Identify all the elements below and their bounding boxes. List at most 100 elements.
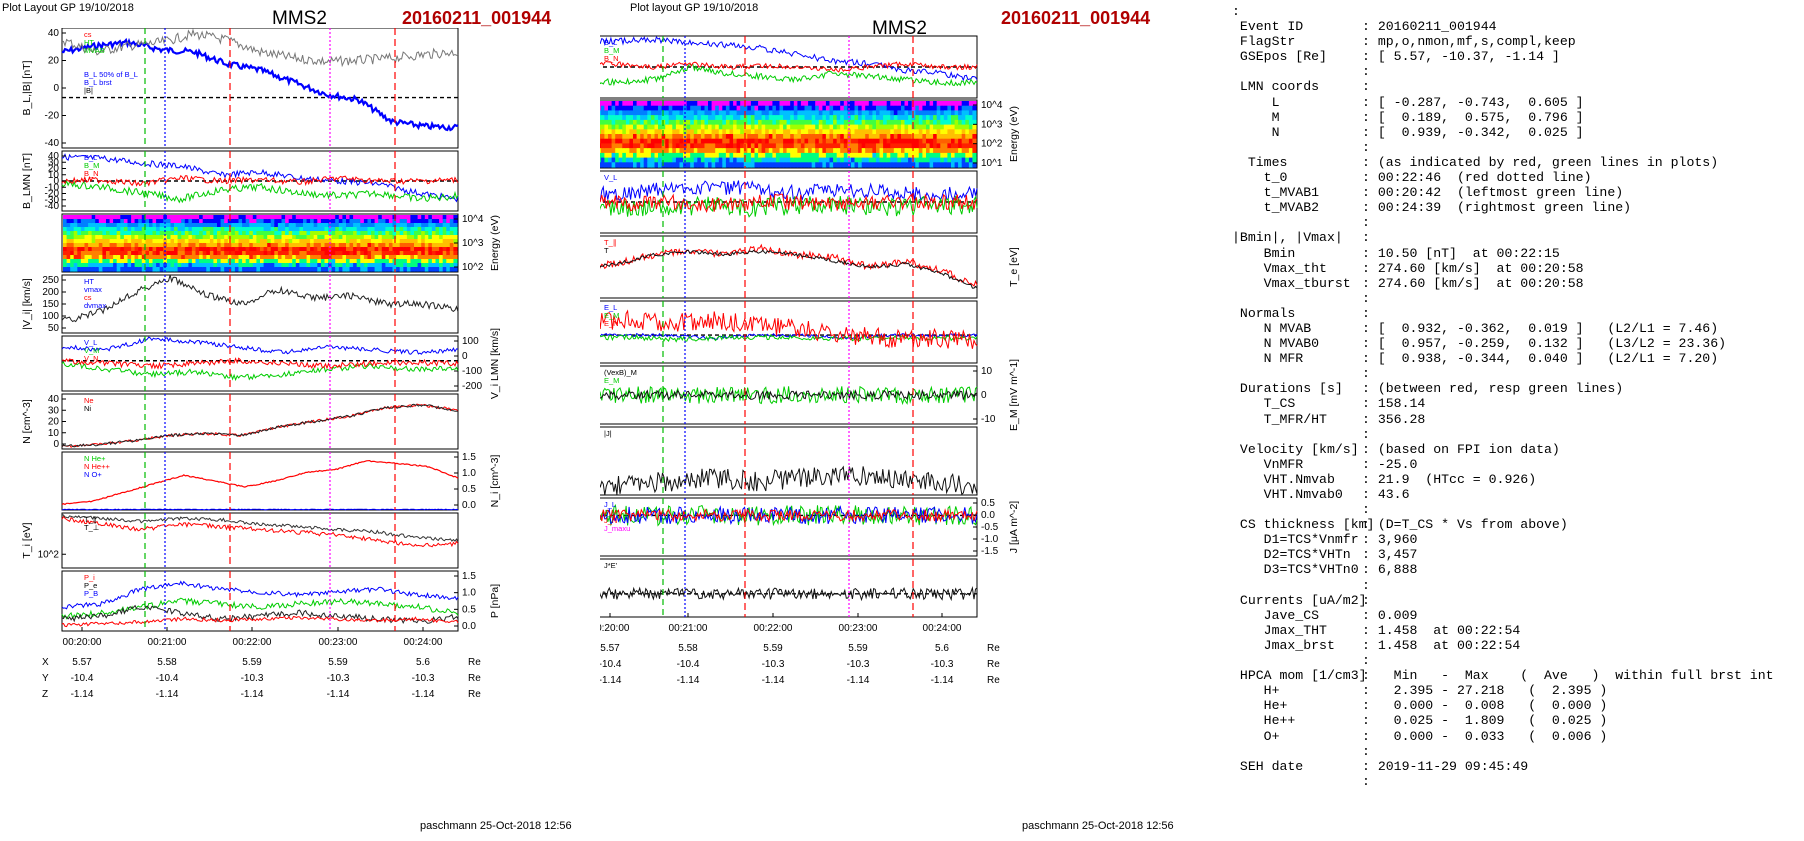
position-unit: Re <box>468 689 481 700</box>
spectrogram-cell <box>758 101 763 107</box>
info-row: Currents [uA/m2]: <box>1232 593 1774 608</box>
spectrogram-cell <box>854 134 859 140</box>
spectrogram-cell <box>63 223 68 228</box>
spectrogram-cell <box>120 235 125 240</box>
spectrogram-cell <box>836 162 841 168</box>
spectrogram-cell <box>156 239 161 244</box>
spectrogram-cell <box>424 231 429 236</box>
spectrogram-cell <box>134 247 139 252</box>
spectrogram-cell <box>915 129 920 135</box>
spectrogram-cell <box>324 239 329 244</box>
spectrogram-cell <box>270 223 275 228</box>
spectrogram-cell <box>328 231 333 236</box>
spectrogram-cell <box>793 124 798 130</box>
spectrogram-cell <box>156 219 161 224</box>
spectrogram-cell <box>618 162 623 168</box>
spectrogram-cell <box>163 239 168 244</box>
spectrogram-cell <box>396 223 401 228</box>
info-key: N MFR <box>1232 351 1304 367</box>
spectrogram-cell <box>901 105 906 111</box>
left-footer: paschmann 25-Oct-2018 12:56 <box>420 820 572 832</box>
spectrogram-cell <box>88 235 93 240</box>
spectrogram-cell <box>650 138 656 144</box>
spectrogram-cell <box>435 267 440 272</box>
info-row: N MFR: [ 0.938, -0.344, 0.040 ] (L2/L1 =… <box>1232 351 1774 366</box>
position-value: -1.14 <box>71 689 94 700</box>
spectrogram-cell <box>836 138 841 144</box>
spectrogram-cell <box>295 231 300 236</box>
spectrogram-cell <box>747 152 752 159</box>
spectrogram-cell <box>410 231 415 236</box>
spectrogram-cell <box>127 219 132 224</box>
spectrogram-cell <box>865 105 870 111</box>
spectrogram-cell <box>156 223 161 228</box>
spectrogram-cell <box>693 129 698 135</box>
spectrogram-cell <box>811 129 816 135</box>
info-value: : <box>1362 305 1370 321</box>
spectrogram-cell <box>847 152 852 159</box>
spectrogram-cell <box>414 255 419 260</box>
legend-entry: HT <box>84 38 94 47</box>
spectrogram-cell <box>800 119 806 126</box>
panel-je: 210-1J*E' [nW m^-3]J*E' <box>600 558 978 618</box>
spectrogram-cell <box>618 134 623 140</box>
spectrogram-cell <box>604 110 609 116</box>
info-row: : <box>1232 502 1774 517</box>
spectrogram-cell <box>342 247 347 252</box>
spectrogram-cell <box>399 267 404 272</box>
spectrogram-cell <box>206 243 211 248</box>
spectrogram-cell <box>797 129 802 135</box>
spectrogram-cell <box>965 138 970 144</box>
spectrogram-cell <box>729 134 734 140</box>
spectrogram-cell <box>410 227 415 232</box>
spectrogram-cell <box>876 138 881 144</box>
spectrogram-cell <box>643 115 648 121</box>
spectrogram-cell <box>138 235 143 240</box>
spectrogram-cell <box>725 124 731 130</box>
spectrogram-cell <box>181 215 186 220</box>
position-value: 5.6 <box>935 643 949 654</box>
spectrogram-cell <box>267 227 272 232</box>
spectrogram-cell <box>109 219 114 224</box>
spectrogram-cell <box>224 219 229 224</box>
spectrogram-cell <box>281 219 286 224</box>
spectrogram-cell <box>618 115 623 121</box>
info-value: : [ -0.287, -0.743, 0.605 ] <box>1362 94 1584 110</box>
spectrogram-cell <box>918 143 923 149</box>
spectrogram-cell <box>231 251 236 256</box>
spectrogram-cell <box>213 231 218 236</box>
spectrogram-cell <box>854 143 859 149</box>
spectrogram-cell <box>854 105 859 111</box>
spectrogram-cell <box>134 235 139 240</box>
spectrogram-cell <box>428 231 433 236</box>
spectrogram-cell <box>725 143 731 149</box>
spectrogram-cell <box>629 143 634 149</box>
spectrogram-cell <box>453 231 458 236</box>
spectrogram-cell <box>665 138 670 144</box>
spectrogram-cell <box>640 157 645 163</box>
spectrogram-cell <box>618 124 623 130</box>
spectrogram-cell <box>804 101 809 107</box>
spectrogram-cell <box>904 124 909 130</box>
spectrogram-cell <box>654 157 659 163</box>
spectrogram-cell <box>629 148 634 154</box>
spectrogram-cell <box>686 143 691 149</box>
spectrogram-cell <box>740 105 745 111</box>
spectrogram-cell <box>270 247 275 252</box>
spectrogram-cell <box>442 235 447 240</box>
spectrogram-cell <box>754 105 759 111</box>
spectrogram-cell <box>292 251 297 256</box>
spectrogram-cell <box>604 143 609 149</box>
spectrogram-cell <box>786 115 791 121</box>
spectrogram-cell <box>811 101 816 107</box>
spectrogram-cell <box>453 243 458 248</box>
spectrogram-cell <box>417 263 422 268</box>
info-key: Event ID <box>1232 19 1304 35</box>
spectrogram-cell <box>367 219 372 224</box>
spectrogram-cell <box>206 267 211 272</box>
spectrogram-cell <box>897 115 902 121</box>
spectrogram-cell <box>109 235 114 240</box>
spectrogram-cell <box>929 124 934 130</box>
spectrogram-cell <box>195 231 200 236</box>
spectrogram-cell <box>431 227 437 232</box>
